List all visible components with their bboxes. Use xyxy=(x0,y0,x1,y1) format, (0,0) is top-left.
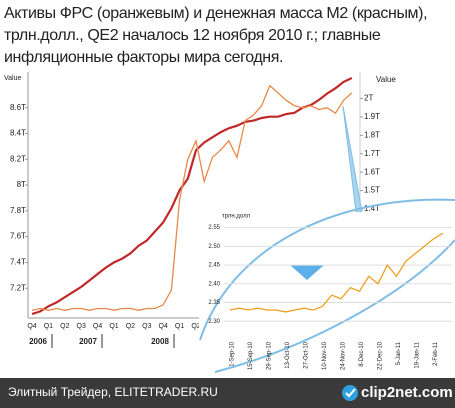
series-line xyxy=(31,77,353,316)
y-tick-label: 2.45 xyxy=(208,263,220,269)
y-tick-label: 2.30 xyxy=(208,319,220,325)
y-tick-label: 2.40 xyxy=(208,281,220,287)
y-tick-label: 2.50 xyxy=(208,244,220,250)
year-label: 2007 xyxy=(79,337,97,346)
y2-tick-label: 1.8T xyxy=(364,130,380,139)
x-tick-label: 24-Nov-10 xyxy=(341,341,347,370)
y-tick-label: 7.8T xyxy=(10,206,26,215)
x-tick-label: Q4 xyxy=(93,323,102,330)
y2-tick-label: 1.4T xyxy=(364,204,380,213)
y-tick-label: 2.35 xyxy=(208,300,220,306)
y-axis-title: Value xyxy=(4,75,21,82)
x-tick-label: Q1 xyxy=(44,323,53,330)
x-tick-label: 22-Dec-10 xyxy=(378,341,384,370)
inset-panel xyxy=(199,212,455,378)
main-chart: 7.2T 7.4T 7.6T 7.8T 8T 8.2T 8.4T 8.6T 1.4T 1.5T 1.… xyxy=(10,77,380,348)
x-tick-label: 13-Oct-10 xyxy=(285,341,291,368)
x-tick-label: 8-Dec-10 xyxy=(359,341,365,366)
title-line: инфляционные факторы мира сегодня. xyxy=(4,49,283,66)
x-tick-label: 1-Sep-10 xyxy=(230,341,236,366)
title-line: Активы ФРС (оранжевым) и денежная масса … xyxy=(4,5,427,22)
year-label: 2006 xyxy=(29,337,47,346)
y-tick-label: 7.2T xyxy=(10,283,26,292)
footer-logo: clip2net.com xyxy=(361,384,453,401)
x-tick-label: Q3 xyxy=(142,323,151,330)
x-tick-label: Q2 xyxy=(191,323,200,330)
x-tick-label: Q4 xyxy=(159,323,168,330)
x-tick-label: 29-Sep-10 xyxy=(267,341,273,370)
y-tick-label: 7.4T xyxy=(10,258,26,267)
inset-outline xyxy=(199,198,455,341)
x-tick-label: 5-Jan-11 xyxy=(396,341,402,365)
x-tick-label: Q2 xyxy=(126,323,135,330)
inset-outline xyxy=(214,239,455,373)
y-tick-label: 8.4T xyxy=(10,129,26,138)
y-tick-label: 7.6T xyxy=(10,232,26,241)
y2-axis-title: Value xyxy=(376,75,396,84)
x-tick-label: 15-Sep-10 xyxy=(248,341,254,370)
y-tick-label: 8.2T xyxy=(10,154,26,163)
y2-tick-label: 2T xyxy=(364,94,373,103)
x-tick-label: 19-Jan-11 xyxy=(415,341,421,368)
y2-tick-label: 1.9T xyxy=(364,112,380,121)
series-line xyxy=(31,84,353,311)
x-tick-label: 10-Nov-10 xyxy=(322,341,328,370)
x-tick-label: Q3 xyxy=(77,323,86,330)
series-line xyxy=(229,232,444,313)
y-tick-label: 2.55 xyxy=(208,225,220,231)
y-tick-label: 8T xyxy=(17,180,26,189)
footer-source: Элитный Трейдер, ELITETRADER.RU xyxy=(8,385,218,399)
x-tick-label: 27-Oct-10 xyxy=(304,341,310,368)
year-label: 2008 xyxy=(151,337,169,346)
footer-bar xyxy=(0,378,455,408)
x-tick-label: Q1 xyxy=(175,323,184,330)
y-tick-label: 8.6T xyxy=(10,103,26,112)
logo-icon xyxy=(342,385,358,401)
title-line: трлн.долл., QE2 началось 12 ноября 2010 … xyxy=(4,27,381,44)
inset-y-title: трлн.долл xyxy=(222,214,251,220)
inset-chart: 2.30 2.35 2.40 2.45 2.50 2.55 1-Sep-10 15-Sep-1… xyxy=(208,225,452,370)
y2-tick-label: 1.7T xyxy=(364,149,380,158)
x-tick-label: Q4 xyxy=(27,323,36,330)
logo-check xyxy=(345,388,356,398)
x-tick-label: Q1 xyxy=(109,323,118,330)
y2-tick-label: 1.5T xyxy=(364,186,380,195)
x-tick-label: 2-Feb-11 xyxy=(433,341,439,366)
y2-tick-label: 1.6T xyxy=(364,167,380,176)
pointer-triangle xyxy=(290,265,324,280)
x-tick-label: Q2 xyxy=(60,323,69,330)
